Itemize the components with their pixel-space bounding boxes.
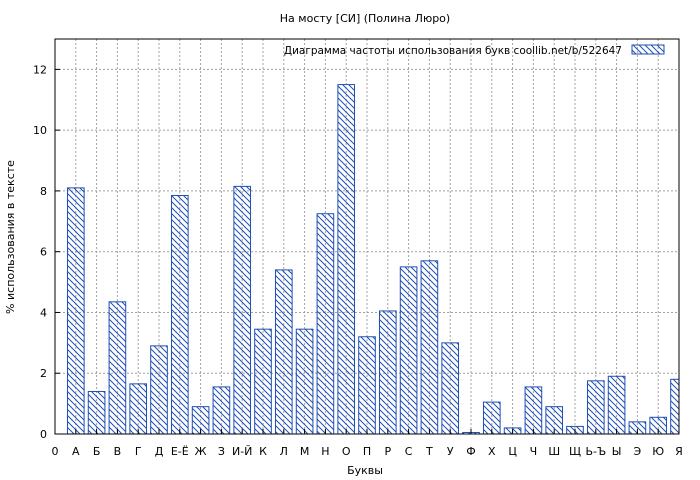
x-tick-label: Д [155,445,164,458]
x-tick-label: М [300,445,310,458]
x-tick-label: А [72,445,80,458]
legend: Диаграмма частоты использования букв coo… [284,44,665,57]
bar-У [441,342,460,435]
bar-С [399,266,418,435]
x-tick-label: Б [93,445,101,458]
y-tick-label: 6 [40,246,47,259]
x-tick-label: Э [634,445,642,458]
bar-Ы [607,375,626,435]
x-tick-label: Т [425,445,433,458]
bar-Ч [524,386,543,435]
x-tick-label: Ю [652,445,664,458]
x-tick-label: И-Й [232,445,252,458]
bars [66,84,680,435]
y-axis-label: % использования в тексте [4,160,17,314]
y-tick-label: 12 [33,63,47,76]
x-tick-label: З [218,445,225,458]
x-tick-label: Ь-Ъ [585,445,606,458]
bar-П [358,336,376,435]
bar-Л [274,269,293,435]
x-tick-label: Ж [195,445,207,458]
bar-М [295,328,314,435]
x-tick-label: Ч [530,445,538,458]
bar-Д [150,345,168,435]
bar-З [212,386,231,435]
x-tick-label: Щ [569,445,581,458]
x-tick-label: Ы [612,445,622,458]
x-tick-label: В [114,445,122,458]
x-tick-label: Х [488,445,496,458]
x-tick-label: Ц [508,445,517,458]
legend-label: Диаграмма частоты использования букв coo… [284,45,622,57]
legend-swatch [631,44,665,55]
bar-Я [670,378,680,435]
bar-Т [420,260,439,435]
bar-А [66,187,85,435]
x-tick-label: 0 [52,445,59,458]
y-tick-label: 8 [40,185,47,198]
y-tick-label: 10 [33,124,47,137]
y-tick-label: 2 [40,367,47,380]
y-tick-label: 4 [40,306,47,319]
bar-И-Й [233,185,252,435]
x-tick-label: Е-Ё [171,445,189,458]
x-tick-label: С [405,445,413,458]
y-tick-label: 0 [40,428,47,441]
bar-Г [129,383,148,435]
x-tick-label: Г [135,445,142,458]
x-tick-label: У [447,445,454,458]
x-tick-label: О [342,445,351,458]
bar-Ь-Ъ [586,380,605,435]
x-axis-label: Буквы [347,464,383,477]
bar-Н [316,213,335,435]
bar-О [337,84,356,435]
bar-Е-Ё [170,194,189,435]
x-tick-label: П [363,445,371,458]
bar-Б [87,390,106,435]
x-tick-label: Ш [548,445,560,458]
x-tick-label: Я [675,445,683,458]
x-tick-label: К [259,445,267,458]
x-tick-label: Л [280,445,288,458]
bar-Р [378,310,397,435]
x-tick-label: Ф [466,445,475,458]
chart-title: На мосту [СИ] (Полина Люро) [280,12,450,25]
x-tick-label: Р [384,445,391,458]
bar-В [108,301,127,435]
x-tick-label: Н [321,445,329,458]
bar-К [254,328,272,435]
